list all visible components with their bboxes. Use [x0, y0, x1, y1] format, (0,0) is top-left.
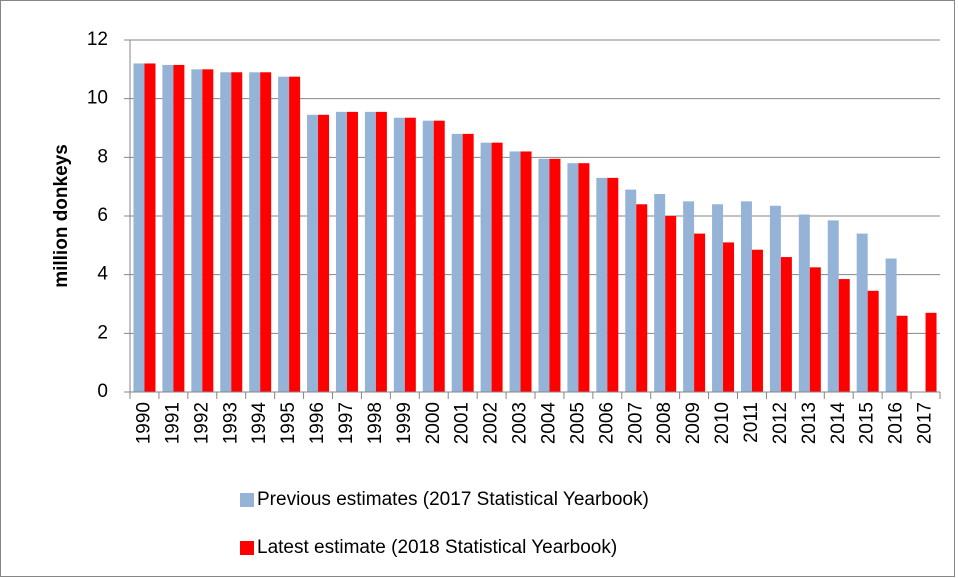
bar — [867, 290, 879, 392]
bar — [625, 189, 637, 392]
x-tick-label: 2011 — [741, 402, 762, 443]
y-tick-label: 0 — [97, 381, 108, 402]
bar — [278, 76, 290, 393]
bar — [596, 177, 608, 392]
bar — [451, 133, 463, 392]
y-tick-label: 2 — [97, 322, 108, 343]
bar — [723, 242, 735, 392]
bar — [491, 142, 503, 392]
x-tick-label: 2001 — [452, 402, 473, 444]
x-tick-label: 1999 — [394, 402, 415, 444]
y-tick-label: 4 — [97, 264, 108, 285]
bar — [220, 72, 232, 393]
bar — [809, 267, 821, 392]
y-axis-label: million donkeys — [51, 144, 72, 288]
bar — [885, 258, 897, 392]
bar — [520, 151, 532, 392]
bar — [654, 194, 666, 392]
bar — [665, 216, 677, 392]
bar — [694, 233, 706, 392]
bar — [798, 214, 810, 392]
x-tick-label: 1990 — [133, 402, 154, 444]
y-tick-label: 8 — [97, 146, 108, 167]
bar — [769, 205, 781, 392]
bar — [712, 204, 724, 392]
x-tick-label: 2005 — [567, 402, 588, 444]
bar — [393, 117, 405, 392]
bar — [740, 201, 752, 392]
bar — [683, 201, 695, 392]
bar — [249, 72, 261, 393]
bar — [307, 114, 319, 393]
x-tick-label: 2006 — [596, 402, 617, 444]
x-tick-label: 2013 — [799, 402, 820, 444]
bar — [318, 114, 330, 393]
bar — [780, 257, 792, 392]
bar — [896, 315, 908, 392]
bar — [133, 63, 145, 392]
bar — [335, 111, 347, 392]
bar — [607, 177, 619, 392]
x-tick-label: 1994 — [249, 402, 270, 445]
bar — [925, 312, 937, 392]
bar — [567, 163, 579, 392]
x-tick-label: 2016 — [886, 402, 907, 444]
x-tick-label: 1996 — [307, 402, 328, 444]
legend-swatch — [240, 541, 254, 555]
legend-swatch — [240, 493, 254, 507]
bar — [538, 158, 550, 392]
x-tick-label: 2003 — [510, 402, 531, 444]
x-tick-label: 2009 — [683, 402, 704, 444]
x-tick-label: 1995 — [278, 402, 299, 444]
y-tick-label: 6 — [97, 205, 108, 226]
bar — [375, 111, 387, 392]
bar — [364, 111, 376, 392]
x-tick-label: 1997 — [336, 402, 357, 444]
bar — [462, 133, 474, 392]
bar — [827, 220, 839, 392]
bar — [636, 204, 648, 392]
x-tick-label: 2000 — [423, 402, 444, 444]
bar — [289, 76, 301, 393]
x-tick-label: 2014 — [828, 402, 849, 445]
bar — [838, 279, 850, 392]
x-tick-label: 2010 — [712, 402, 733, 444]
bar — [202, 69, 214, 392]
bar — [162, 64, 174, 392]
bar — [751, 249, 763, 392]
x-tick-label: 2008 — [654, 402, 675, 444]
bar — [856, 233, 868, 392]
bar — [173, 64, 185, 392]
x-tick-label: 1991 — [162, 402, 183, 444]
y-tick-label: 12 — [87, 29, 108, 50]
bar — [231, 72, 243, 393]
bar — [346, 111, 358, 392]
x-tick-label: 2007 — [625, 402, 646, 444]
x-tick-label: 1998 — [365, 402, 386, 444]
x-tick-label: 2002 — [481, 402, 502, 444]
bar — [422, 120, 434, 393]
bar — [578, 163, 590, 392]
bar — [260, 72, 272, 393]
x-tick-label: 2015 — [857, 402, 878, 444]
bar — [480, 142, 492, 392]
legend-label: Previous estimates (2017 Statistical Yea… — [257, 489, 649, 510]
y-tick-label: 10 — [87, 88, 108, 109]
bar — [509, 151, 521, 392]
bar — [191, 69, 203, 392]
x-tick-label: 1992 — [191, 402, 212, 444]
x-tick-label: 2012 — [770, 402, 791, 444]
x-tick-label: 2017 — [915, 402, 936, 444]
legend-label: Latest estimate (2018 Statistical Yearbo… — [257, 537, 617, 558]
bar — [404, 117, 416, 392]
bar — [549, 158, 561, 392]
x-tick-label: 2004 — [538, 402, 559, 445]
bar — [433, 120, 445, 393]
x-tick-label: 1993 — [220, 402, 241, 444]
bar — [144, 63, 156, 392]
